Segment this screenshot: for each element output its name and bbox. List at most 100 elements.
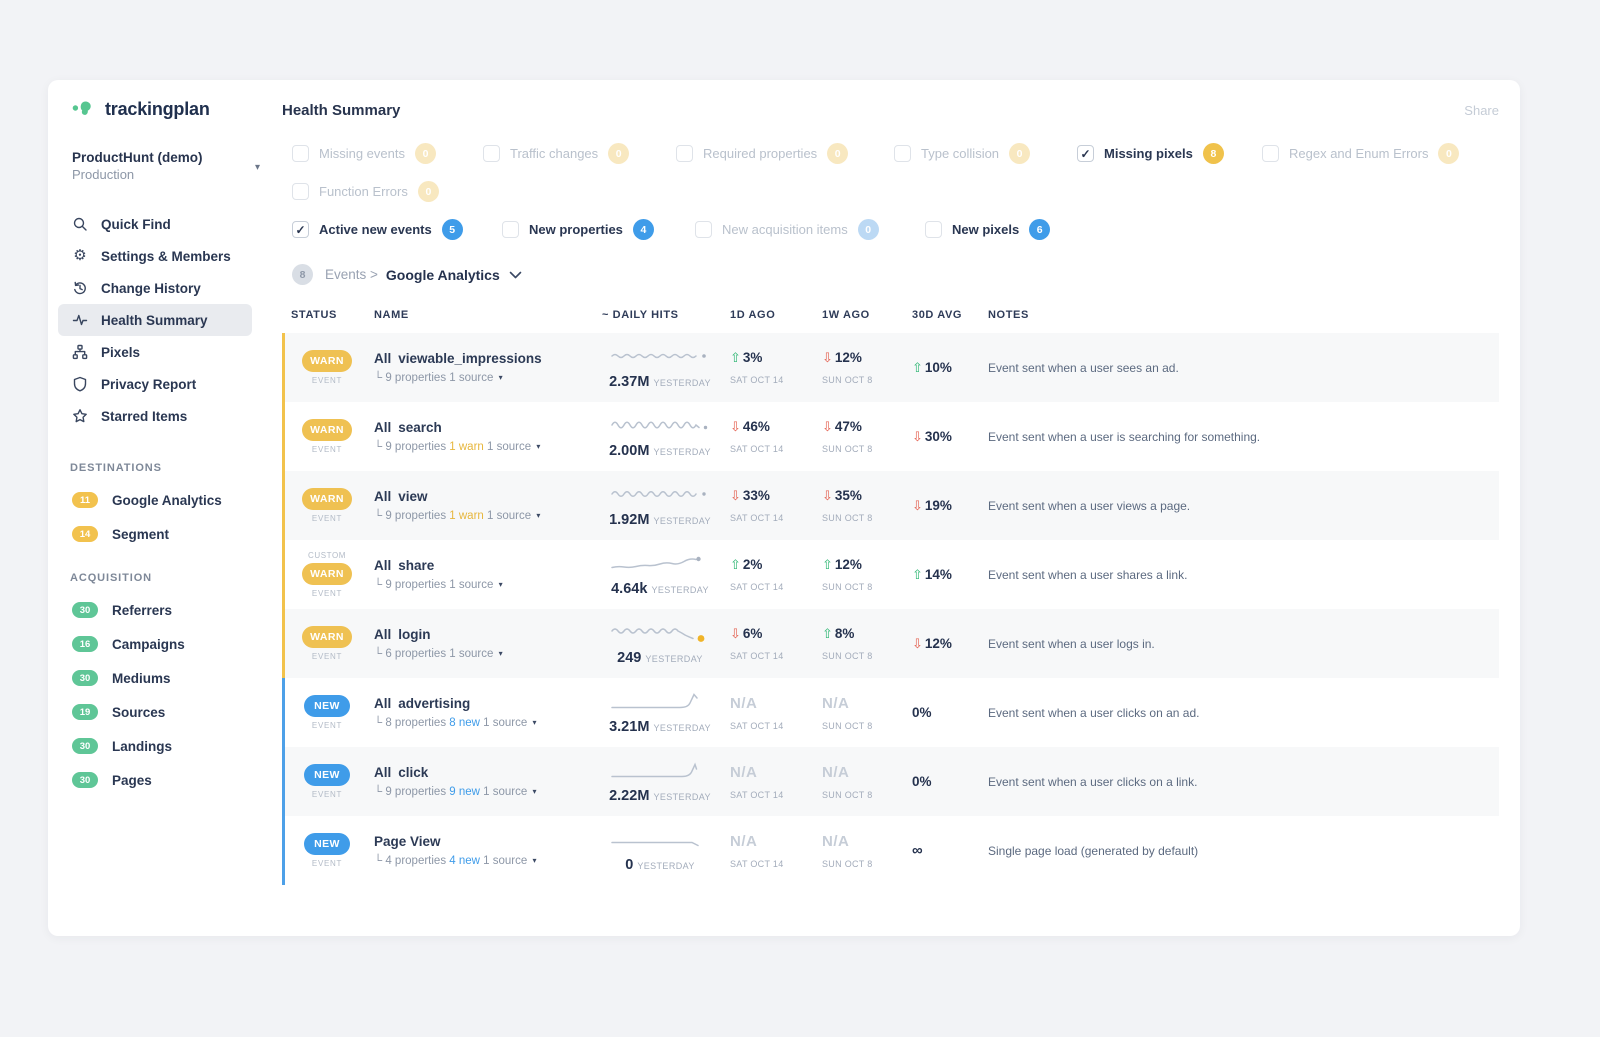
event-properties-summary[interactable]: └ 9 properties 1 source ▾: [374, 372, 503, 384]
unchecked-checkbox-icon[interactable]: [292, 145, 309, 162]
breadcrumb-current[interactable]: Google Analytics: [385, 266, 500, 283]
table-row-page-view[interactable]: NEW EVENT Page View └ 4 properties 4 new…: [282, 816, 1499, 885]
event-properties-summary[interactable]: └ 4 properties 4 new 1 source ▾: [374, 855, 537, 867]
unchecked-checkbox-icon[interactable]: [925, 221, 942, 238]
caret-down-icon[interactable]: ▾: [532, 856, 537, 865]
arrow-up-icon: ⇧: [822, 557, 833, 572]
unchecked-checkbox-icon[interactable]: [1262, 145, 1279, 162]
event-properties-summary[interactable]: └ 8 properties 8 new 1 source ▾: [374, 717, 537, 729]
unchecked-checkbox-icon[interactable]: [695, 221, 712, 238]
sidebar-item-campaigns[interactable]: 16 Campaigns: [72, 636, 282, 652]
sidebar-item-settings-members[interactable]: ⚙ Settings & Members: [73, 247, 231, 264]
sidebar-item-mediums[interactable]: 30 Mediums: [72, 670, 282, 686]
caret-down-icon[interactable]: ▾: [532, 718, 537, 727]
project-selector[interactable]: ProductHunt (demo) Production ▾: [72, 150, 260, 182]
pulse-icon: [72, 314, 88, 326]
filter-new-pixels[interactable]: New pixels 6: [925, 219, 1051, 240]
sparkline-chart: [611, 761, 698, 777]
filter-required-properties[interactable]: Required properties 0: [676, 143, 894, 164]
hits-value: 2.37M: [609, 373, 650, 390]
table-row-login[interactable]: WARN EVENT All login └ 6 properties 1 sou…: [282, 609, 1499, 678]
hits-caption: YESTERDAY: [653, 377, 711, 388]
sidebar-item-segment[interactable]: 14 Segment: [72, 526, 282, 542]
sidebar-item-change-history[interactable]: Change History: [58, 272, 252, 304]
filter-count-badge: 0: [414, 143, 436, 164]
delta-value: 0%: [912, 774, 932, 789]
daily-hits-cell: 2.37M YESTERDAY: [595, 346, 725, 390]
checked-checkbox-icon[interactable]: ✓: [1077, 145, 1094, 162]
filter-missing-pixels[interactable]: ✓ Missing pixels 8: [1077, 143, 1262, 164]
table-row-view[interactable]: WARN EVENT All view └ 9 properties 1 warn…: [282, 471, 1499, 540]
caret-down-icon[interactable]: ▾: [498, 649, 503, 658]
event-properties-summary[interactable]: └ 6 properties 1 source ▾: [374, 648, 503, 660]
filter-function-errors[interactable]: Function Errors 0: [292, 181, 439, 202]
sidebar-item-starred-items[interactable]: Starred Items: [58, 400, 252, 432]
unchecked-checkbox-icon[interactable]: [676, 145, 693, 162]
delta-30d-avg-cell: ∞: [907, 842, 983, 859]
event-name[interactable]: All share: [374, 558, 435, 573]
breadcrumb-path[interactable]: Events >: [325, 267, 378, 282]
filter-active-new-events[interactable]: ✓ Active new events 5: [292, 219, 502, 240]
event-name[interactable]: Page View: [374, 834, 441, 849]
caret-down-icon[interactable]: ▾: [536, 511, 541, 520]
event-name[interactable]: All click: [374, 765, 429, 780]
sidebar-item-privacy-report[interactable]: Privacy Report: [58, 368, 252, 400]
checked-checkbox-icon[interactable]: ✓: [292, 221, 309, 238]
delta-date: SAT OCT 14: [730, 789, 784, 800]
event-name[interactable]: All advertising: [374, 696, 471, 711]
delta-1d-cell: ⇩ 33% SAT OCT 14: [725, 488, 817, 523]
hits-caption: YESTERDAY: [645, 653, 703, 664]
event-properties-summary[interactable]: └ 9 properties 9 new 1 source ▾: [374, 786, 537, 798]
sidebar-item-google-analytics[interactable]: 11 Google Analytics: [72, 492, 282, 508]
unchecked-checkbox-icon[interactable]: [292, 183, 309, 200]
unchecked-checkbox-icon[interactable]: [502, 221, 519, 238]
event-name[interactable]: All view: [374, 489, 428, 504]
table-row-share[interactable]: CUSTOM WARN EVENT All share └ 9 propertie…: [282, 540, 1499, 609]
delta-value: N/A: [822, 832, 850, 850]
table-row-search[interactable]: WARN EVENT All search └ 9 properties 1 wa…: [282, 402, 1499, 471]
sidebar-item-label: Landings: [112, 738, 172, 754]
column-header-30d-avg: 30D AVG: [912, 309, 963, 321]
arrow-down-icon: ⇩: [912, 428, 923, 444]
event-properties-summary[interactable]: └ 9 properties 1 source ▾: [374, 579, 503, 591]
arrow-down-icon: ⇩: [912, 497, 923, 513]
sidebar-item-label: Segment: [112, 526, 170, 542]
event-name[interactable]: All search: [374, 420, 442, 435]
filter-traffic-changes[interactable]: Traffic changes 0: [483, 143, 676, 164]
column-header-daily-hits[interactable]: ~ DAILY HITS: [602, 309, 679, 321]
share-button[interactable]: Share: [1464, 103, 1499, 118]
search-icon: [73, 217, 87, 231]
filter-new-acquisition-items[interactable]: New acquisition items 0: [695, 219, 925, 240]
table-row-click[interactable]: NEW EVENT All click └ 9 properties 9 new …: [282, 747, 1499, 816]
filter-type-collision[interactable]: Type collision 0: [894, 143, 1077, 164]
unchecked-checkbox-icon[interactable]: [894, 145, 911, 162]
sidebar-item-landings[interactable]: 30 Landings: [72, 738, 282, 754]
sidebar-item-sources[interactable]: 19 Sources: [72, 704, 282, 720]
filter-regex-and-enum-errors[interactable]: Regex and Enum Errors 0: [1262, 143, 1460, 164]
hits-caption: YESTERDAY: [651, 584, 709, 595]
sidebar-item-pixels[interactable]: Pixels: [58, 336, 252, 368]
delta-1w-cell: ⇧ 8% SUN OCT 8: [817, 626, 907, 661]
sidebar-item-health-summary[interactable]: Health Summary: [58, 304, 252, 336]
delta-value: ⇧ 14%: [912, 566, 952, 582]
properties-warn-count: 1 warn: [449, 510, 484, 522]
event-properties-summary[interactable]: └ 9 properties 1 warn 1 source ▾: [374, 510, 541, 522]
chevron-down-icon[interactable]: ▾: [254, 162, 260, 173]
count-badge: 30: [72, 738, 98, 754]
event-name[interactable]: All login: [374, 627, 431, 642]
sidebar-item-referrers[interactable]: 30 Referrers: [72, 602, 282, 618]
table-row-viewable-impressions[interactable]: WARN EVENT All viewable_impressions └ 9 p…: [282, 333, 1499, 402]
filter-missing-events[interactable]: Missing events 0: [292, 143, 483, 164]
caret-down-icon[interactable]: ▾: [532, 787, 537, 796]
caret-down-icon[interactable]: ▾: [536, 442, 541, 451]
caret-down-icon[interactable]: ▾: [498, 580, 503, 589]
caret-down-icon[interactable]: ▾: [498, 373, 503, 382]
sidebar-item-pages[interactable]: 30 Pages: [72, 772, 282, 788]
unchecked-checkbox-icon[interactable]: [483, 145, 500, 162]
table-row-advertising[interactable]: NEW EVENT All advertising └ 8 properties …: [282, 678, 1499, 747]
chevron-down-icon[interactable]: [509, 271, 522, 279]
event-properties-summary[interactable]: └ 9 properties 1 warn 1 source ▾: [374, 441, 541, 453]
filter-new-properties[interactable]: New properties 4: [502, 219, 695, 240]
event-name[interactable]: All viewable_impressions: [374, 351, 542, 366]
sidebar-item-quick-find[interactable]: Quick Find: [58, 208, 252, 240]
